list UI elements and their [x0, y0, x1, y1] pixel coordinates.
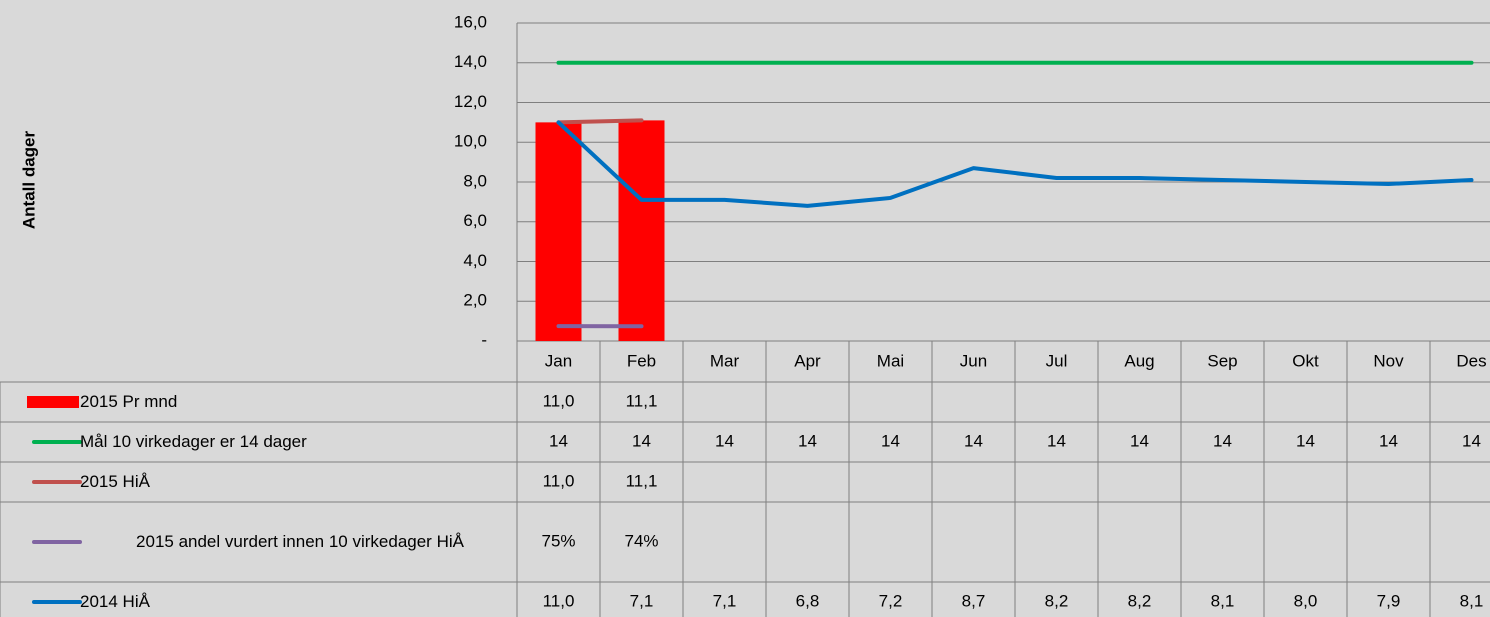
table-value: 8,7 [962, 591, 986, 610]
x-tick-label: Jun [960, 351, 987, 370]
table-value: 14 [881, 431, 900, 450]
table-value: 14 [632, 431, 651, 450]
bar [535, 122, 582, 341]
x-tick-label: Aug [1124, 351, 1154, 370]
table-value: 14 [549, 431, 568, 450]
y-tick-label: 16,0 [454, 12, 487, 31]
table-value: 14 [964, 431, 983, 450]
table-value: 7,9 [1377, 591, 1401, 610]
table-value: 14 [798, 431, 817, 450]
table-value: 14 [715, 431, 734, 450]
y-tick-label: 8,0 [463, 171, 487, 190]
legend-label-box: 2015 Pr mnd [80, 392, 178, 411]
x-tick-label: Jan [545, 351, 572, 370]
legend-label: 2015 andel vurdert innen 10 virkedager H… [136, 532, 464, 551]
table-value: 14 [1213, 431, 1232, 450]
y-axis-title: Antall dager [19, 131, 38, 230]
legend-label-box: 2015 HiÅ [80, 472, 150, 491]
table-value: 6,8 [796, 591, 820, 610]
table-value: 14 [1296, 431, 1315, 450]
table-value: 75% [541, 531, 575, 550]
table-value: 8,1 [1460, 591, 1484, 610]
table-value: 8,2 [1045, 591, 1069, 610]
line [556, 118, 644, 125]
legend-label: 2014 HiÅ [80, 592, 150, 611]
legend-label-box: 2015 andel vurdert innen 10 virkedager H… [136, 532, 464, 551]
bar [618, 120, 665, 341]
table-value: 74% [624, 531, 658, 550]
legend-label: 2015 HiÅ [80, 472, 150, 491]
x-tick-label: Apr [794, 351, 821, 370]
y-tick-label: 2,0 [463, 291, 487, 310]
table-value: 14 [1379, 431, 1398, 450]
y-tick-label: 10,0 [454, 132, 487, 151]
line [556, 120, 1474, 208]
table-value: 8,1 [1211, 591, 1235, 610]
table-value: 11,1 [626, 391, 658, 410]
x-tick-label: Mai [877, 351, 904, 370]
legend-label-box: Mål 10 virkedager er 14 dager [80, 432, 307, 451]
x-tick-label: Nov [1373, 351, 1404, 370]
y-tick-label: 4,0 [463, 251, 487, 270]
x-tick-label: Okt [1292, 351, 1319, 370]
table-value: 8,2 [1128, 591, 1152, 610]
table-value: 14 [1462, 431, 1481, 450]
legend-label: Mål 10 virkedager er 14 dager [80, 432, 307, 451]
table-value: 11,0 [543, 591, 575, 610]
table-value: 11,0 [543, 391, 575, 410]
legend-label: 2015 Pr mnd [80, 392, 178, 411]
y-tick-label: - [481, 330, 487, 349]
legend-label-box: 2014 HiÅ [80, 592, 150, 611]
x-tick-label: Feb [627, 351, 656, 370]
x-tick-label: Jul [1046, 351, 1068, 370]
table-value: 8,0 [1294, 591, 1318, 610]
y-tick-label: 14,0 [454, 52, 487, 71]
y-tick-label: 12,0 [454, 92, 487, 111]
table-value: 11,1 [626, 471, 658, 490]
y-tick-label: 6,0 [463, 211, 487, 230]
table-value: 7,1 [713, 591, 737, 610]
table-value: 14 [1130, 431, 1149, 450]
table-value: 11,0 [543, 471, 575, 490]
x-tick-label: Des [1456, 351, 1486, 370]
table-value: 7,2 [879, 591, 903, 610]
legend-marker [27, 396, 79, 408]
table-value: 14 [1047, 431, 1066, 450]
x-tick-label: Mar [710, 351, 740, 370]
x-tick-label: Sep [1207, 351, 1237, 370]
table-value: 7,1 [630, 591, 654, 610]
